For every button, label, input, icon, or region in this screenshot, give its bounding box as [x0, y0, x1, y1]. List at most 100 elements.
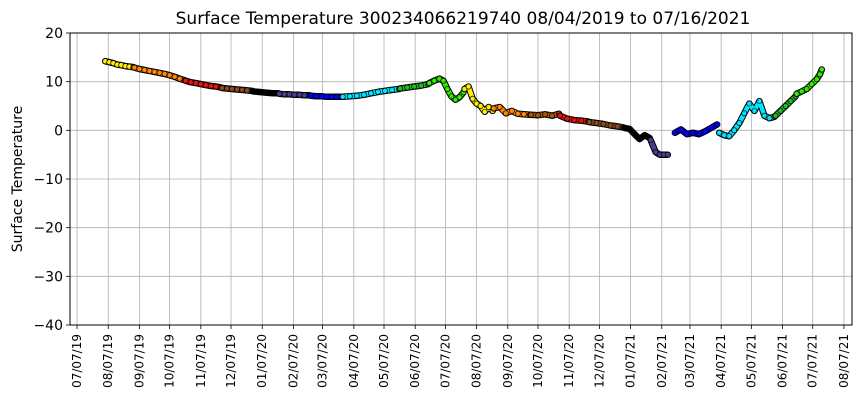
- x-tick-label: 09/07/20: [501, 334, 515, 388]
- data-point: [600, 121, 607, 127]
- x-tick-label: 11/07/19: [194, 334, 208, 388]
- y-axis-label: Surface Temperature: [10, 106, 26, 252]
- data-point: [239, 86, 246, 93]
- data-point: [702, 128, 709, 135]
- data-points: [101, 57, 826, 158]
- data-point: [736, 120, 743, 126]
- data-point: [683, 131, 690, 138]
- data-point: [671, 129, 678, 136]
- data-point: [798, 88, 805, 95]
- data-point: [496, 104, 503, 110]
- data-point: [557, 112, 564, 119]
- data-point: [192, 80, 199, 87]
- data-point: [382, 87, 388, 94]
- data-point: [816, 71, 823, 78]
- x-tick-label: 07/07/19: [70, 334, 84, 388]
- data-point: [431, 77, 438, 84]
- data-point: [389, 86, 396, 93]
- data-point: [803, 86, 810, 92]
- data-point: [182, 77, 189, 84]
- data-point: [301, 92, 308, 99]
- data-point: [564, 115, 571, 122]
- data-point: [636, 136, 643, 143]
- data-point: [151, 68, 158, 75]
- data-point: [677, 126, 684, 133]
- data-point: [808, 81, 815, 88]
- data-point: [696, 131, 702, 138]
- data-point: [647, 137, 654, 144]
- data-point: [250, 88, 257, 95]
- data-point: [716, 129, 723, 136]
- data-point: [440, 77, 447, 84]
- data-point: [296, 91, 303, 98]
- data-point: [426, 80, 433, 87]
- data-point: [313, 93, 320, 100]
- data-point: [756, 98, 763, 105]
- y-tick-label: 0: [54, 123, 63, 139]
- data-point: [664, 151, 671, 158]
- data-point: [746, 100, 753, 107]
- data-point: [197, 81, 204, 88]
- y-tick-label: 20: [45, 26, 63, 42]
- series-7: [307, 92, 345, 101]
- data-point: [339, 93, 346, 100]
- data-point: [260, 89, 267, 96]
- data-point: [542, 111, 548, 118]
- y-tick-label: −30: [33, 269, 63, 285]
- data-point: [772, 112, 779, 119]
- data-point: [166, 72, 173, 79]
- data-point: [286, 91, 293, 98]
- series-14: [556, 112, 592, 125]
- data-point: [641, 132, 648, 139]
- data-point: [818, 66, 825, 73]
- x-tick-label: 07/07/21: [806, 334, 820, 388]
- data-point: [520, 111, 527, 118]
- data-point: [156, 69, 163, 76]
- series-3: [182, 77, 225, 91]
- x-tick-label: 12/07/20: [592, 334, 606, 388]
- data-point: [360, 91, 367, 98]
- data-point: [787, 98, 794, 105]
- x-tick-label: 02/07/20: [286, 334, 300, 388]
- data-point: [502, 110, 509, 117]
- data-point: [229, 86, 235, 92]
- series-15: [586, 118, 627, 131]
- data-point: [141, 67, 148, 73]
- x-tick-label: 09/07/19: [132, 334, 146, 388]
- data-point: [307, 92, 314, 99]
- data-point: [202, 82, 209, 89]
- data-point: [375, 88, 381, 95]
- x-tick-label: 04/07/20: [347, 334, 361, 388]
- chart-title: Surface Temperature 300234066219740 08/0…: [176, 9, 751, 29]
- data-point: [626, 125, 633, 132]
- data-point: [328, 93, 335, 100]
- x-tick-label: 01/07/20: [255, 334, 269, 388]
- x-tick-label: 04/07/21: [714, 334, 728, 388]
- x-tick-label: 10/07/20: [531, 334, 545, 388]
- x-tick-label: 02/07/21: [655, 334, 669, 388]
- y-ticks: 20 10 0 −10 −20 −30 −40: [33, 26, 70, 334]
- x-tick-label: 10/07/19: [163, 334, 177, 388]
- data-point: [411, 83, 418, 90]
- x-tick-label: 05/07/21: [744, 334, 758, 388]
- x-tick-label: 01/07/21: [624, 334, 638, 388]
- data-point: [714, 121, 721, 128]
- data-point: [465, 83, 472, 90]
- x-tick-label: 05/07/20: [377, 334, 391, 388]
- grid-lines: [70, 32, 852, 326]
- data-point: [456, 94, 463, 101]
- data-point: [448, 93, 455, 100]
- data-point: [131, 64, 138, 71]
- data-point: [176, 75, 183, 82]
- data-point: [578, 117, 585, 124]
- series-18: [671, 121, 721, 138]
- data-point: [136, 66, 143, 72]
- series-16: [621, 124, 653, 143]
- data-point: [614, 123, 621, 130]
- series-17: [647, 136, 672, 158]
- data-point: [777, 107, 784, 114]
- series-21: [793, 66, 826, 98]
- data-point: [318, 93, 325, 100]
